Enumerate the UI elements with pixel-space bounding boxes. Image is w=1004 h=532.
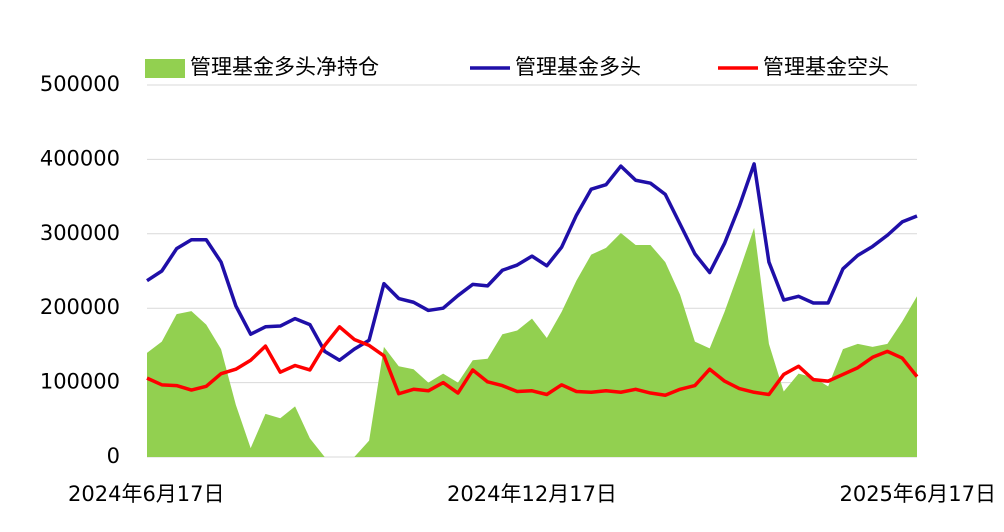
y-tick-label: 200000 [40,295,120,319]
y-tick-label: 500000 [40,72,120,96]
y-tick-label: 300000 [40,221,120,245]
y-tick-label: 400000 [40,146,120,170]
legend-label: 管理基金多头净持仓 [190,55,379,79]
x-tick-label: 2024年6月17日 [68,482,225,506]
legend-label: 管理基金空头 [763,55,889,79]
legend-label: 管理基金多头 [515,55,641,79]
area [147,227,917,457]
y-tick-label: 0 [107,444,120,468]
line [146,162,918,363]
legend-swatch [145,59,185,78]
x-tick-label: 2025年6月17日 [839,482,996,506]
line [146,325,919,397]
x-tick-label: 2024年12月17日 [447,482,617,506]
y-tick-label: 100000 [40,370,120,394]
